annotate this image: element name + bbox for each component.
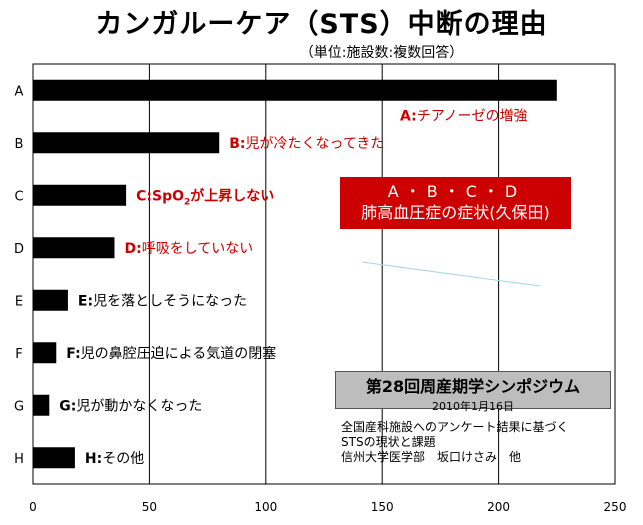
bar-label: E:児を落としそうになった [78, 293, 247, 309]
source-note-line1: 全国産科施設へのアンケート結果に基づく [341, 420, 569, 434]
annotation-line [361, 261, 541, 287]
x-tick-label: 0 [29, 500, 37, 514]
category-label: B [15, 137, 24, 152]
bar-label: B:児が冷たくなってきた [229, 136, 384, 152]
category-label: H [14, 452, 24, 467]
bar-label: H:その他 [85, 451, 144, 467]
bar-label: G:児が動かなくなった [59, 398, 202, 414]
symposium-box: 第28回周産期学シンポジウム 2010年1月16日 [335, 371, 611, 413]
highlight-box: A・B・C・D 肺高血圧症の症状(久保田) [340, 177, 571, 229]
source-note: 全国産科施設へのアンケート結果に基づく STSの現状と課題 信州大学医学部 坂口… [341, 420, 569, 465]
bar [33, 237, 115, 259]
category-label: F [15, 347, 22, 362]
category-label: C [14, 189, 23, 204]
chart-subtitle: （単位:施設数:複数回答） [299, 45, 464, 61]
symposium-date: 2010年1月16日 [432, 400, 514, 413]
bar [33, 289, 68, 311]
bar [33, 342, 57, 364]
bar [33, 79, 557, 101]
highlight-line2: 肺高血圧症の症状(久保田) [361, 203, 550, 222]
bar [33, 184, 127, 206]
bar-label: F:児の鼻腔圧迫による気道の閉塞 [66, 345, 276, 362]
bar-label: A:チアノーゼの増強 [400, 108, 527, 124]
chart-title: カンガルーケア（STS）中断の理由 [95, 9, 548, 40]
bar-label: C:SpO2が上昇しない [136, 187, 274, 207]
bar [33, 447, 75, 469]
source-note-line2: STSの現状と課題 [341, 435, 436, 449]
bar-label: D:呼吸をしていない [124, 241, 253, 257]
x-tick-label: 200 [487, 500, 510, 514]
category-label: G [14, 399, 24, 414]
x-tick-label: 150 [371, 500, 394, 514]
x-tick-label: 50 [142, 500, 157, 514]
highlight-line1: A・B・C・D [387, 182, 524, 201]
category-label: D [14, 242, 24, 257]
category-label: E [15, 294, 23, 309]
source-note-line3: 信州大学医学部 坂口けさみ 他 [341, 450, 522, 464]
bar [33, 132, 220, 154]
x-tick-label: 100 [254, 500, 277, 514]
plot-frame [32, 63, 616, 485]
category-label: A [15, 84, 24, 99]
bar [33, 394, 50, 416]
x-tick-label: 250 [604, 500, 627, 514]
symposium-title: 第28回周産期学シンポジウム [365, 377, 581, 396]
